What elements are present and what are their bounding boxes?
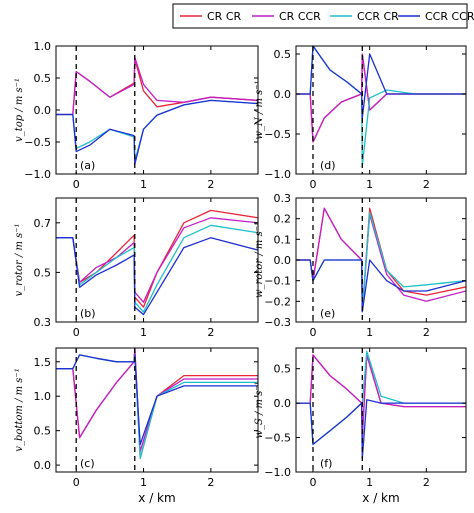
axes-frame [55,45,259,175]
y-tick-label: 0.5 [34,266,52,279]
y-tick-label: −0.1 [264,275,291,288]
x-tick-label: 0 [310,476,317,489]
x-tick-label: 2 [423,476,430,489]
x-tick-label: 2 [207,476,214,489]
legend-label: CR CCR [279,10,321,23]
x-tick-label: 0 [73,178,80,191]
y-tick-label: 0.7 [34,217,52,230]
series-line [56,348,258,459]
panel-label: (e) [320,307,335,320]
x-tick-label: 2 [423,178,430,191]
panels: −1.0−0.50.00.51.00 1 2(a)v_top / m s⁻¹0.30… [14,40,467,489]
y-tick-label: 0.2 [274,213,292,226]
series-line [296,399,466,459]
y-tick-label: 0.0 [274,88,292,101]
panel-label: (b) [80,307,96,320]
series-line [296,53,466,143]
series-line [56,99,258,162]
y-tick-label: −0.5 [264,432,291,445]
x-tick-label: 1 [366,326,373,339]
y-tick-label: −1.0 [264,466,291,479]
y-tick-label: 0.0 [34,459,52,472]
x-tick-label: 2 [423,326,430,339]
x-tick-label: 1 [140,476,147,489]
axes-frame [55,347,259,473]
panel-f: −1.0 −0.5 0.0 0.5 0 1 2 (f) w_S / m s⁻¹ [254,347,467,489]
y-tick-label: −1.0 [24,168,51,181]
panel-label: (a) [80,159,95,172]
y-tick-label: 1.5 [34,356,52,369]
x-tick-label: 0 [310,178,317,191]
x-tick-label: 1 [140,178,147,191]
series-line [296,46,466,119]
y-tick-label: 0.3 [274,192,292,205]
y-axis-label: v_rotor / m s⁻¹ [14,223,25,296]
axes-frame [295,45,467,175]
legend-label: CCR CR [357,10,399,23]
series-line [56,58,258,116]
x-tick-label: 2 [207,326,214,339]
y-tick-label: 0.0 [34,104,52,117]
x-axis-label: x / km [138,491,175,505]
panel-label: (d) [320,159,336,172]
y-tick-label: 1.0 [34,390,52,403]
axes-frame [295,347,467,473]
axes-frame [295,197,467,323]
y-tick-label: 0.0 [274,254,292,267]
series-line [296,259,466,313]
legend-label: CCR CCR [425,10,474,23]
x-tick-label: 1 [366,178,373,191]
y-tick-label: 0.1 [274,233,292,246]
panel-c: 0.0 0.5 1.0 1.5 0 1 2 (c) v_bottom / m s⁻¹ [14,347,259,489]
series-line [56,56,258,116]
x-tick-label: 2 [207,178,214,191]
axes-frame [55,197,259,323]
y-tick-label: 0.0 [274,397,292,410]
x-tick-label: 1 [140,326,147,339]
series-line [56,354,258,446]
y-tick-label: 0.5 [34,72,52,85]
series-line [296,53,466,143]
y-tick-label: 0.5 [274,48,292,61]
x-tick-label: 0 [73,476,80,489]
y-axis-label: w_S / m s⁻¹ [254,381,265,438]
panel-d: −1.0 −0.5 0.0 0.5 0 1 2 (d) w_N / m s⁻¹ [254,45,467,191]
panel-e: −0.3 −0.2 −0.1 0.0 0.1 0.2 0.3 0 1 2 (e) w_rotor / … [254,192,467,339]
panel-label: (c) [80,457,95,470]
y-axis-label: w_rotor / m s⁻¹ [254,222,265,298]
panel-label: (f) [320,457,332,470]
y-tick-label: −0.2 [264,295,291,308]
series-line [56,217,258,303]
y-axis-label: v_top / m s⁻¹ [14,78,25,142]
x-axis-label: x / km [362,491,399,505]
series-line [296,46,466,167]
x-tick-label: 0 [310,326,317,339]
panel-a: −1.0 −0.5 0.0 0.5 1.0 0 1 2 (a) v_top / m s⁻¹ [14,40,259,191]
y-axis-label: w_N / m s⁻¹ [254,80,265,139]
series-line [56,99,258,166]
series-line [296,207,466,313]
x-tick-label: 1 [366,476,373,489]
x-tick-label: 0 [73,326,80,339]
y-tick-label: 0.5 [34,425,52,438]
y-tick-label: −0.5 [24,136,51,149]
y-tick-label: 0.3 [34,316,52,329]
y-axis-label: v_bottom / m s⁻¹ [14,368,25,451]
legend-label: CR CR [207,10,242,23]
series-line [56,354,258,459]
panel-b: 0.3 0.5 0.7 0 1 2 (b) v_rotor / m s⁻¹ [14,197,259,339]
y-tick-label: −0.5 [264,128,291,141]
y-tick-label: 1.0 [34,40,52,53]
legend: CR CR CR CCR CCR CR CCR CCR [172,3,474,29]
y-tick-label: −1.0 [264,168,291,181]
y-tick-label: −0.3 [264,316,291,329]
series-line [56,348,258,452]
y-tick-label: 0.5 [274,363,292,376]
series-line [56,224,258,313]
